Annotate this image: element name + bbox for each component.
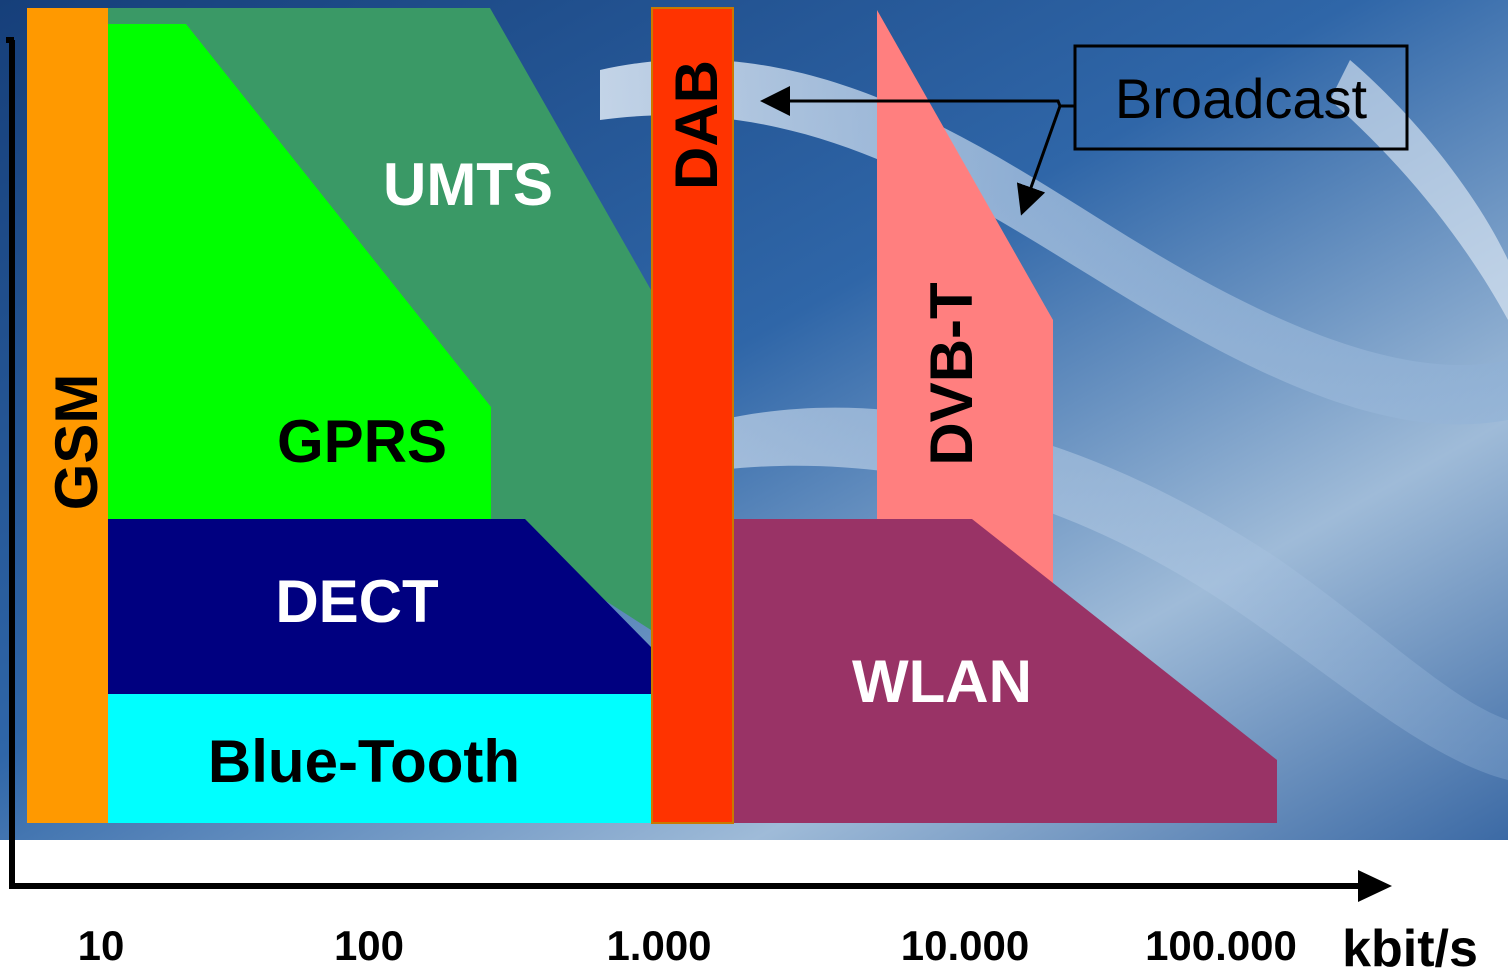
x-axis-unit: kbit/s xyxy=(1342,920,1478,978)
region-gprs xyxy=(108,24,491,519)
gsm-label: GSM xyxy=(43,374,110,511)
dab-label: DAB xyxy=(663,60,730,190)
region-wlan xyxy=(733,519,1277,823)
gprs-label: GPRS xyxy=(277,408,447,475)
broadcast-label: Broadcast xyxy=(1115,67,1368,130)
region-bluetooth xyxy=(92,694,651,823)
dvbt-label: DVB-T xyxy=(918,282,985,465)
x-tick-label: 10 xyxy=(78,922,125,969)
umts-label: UMTS xyxy=(383,151,553,218)
x-tick-label: 1.000 xyxy=(606,922,711,969)
wlan-label: WLAN xyxy=(852,648,1032,715)
x-tick-label: 100.000 xyxy=(1145,922,1297,969)
broadcast-callout: Broadcast xyxy=(760,44,1409,216)
broadcast-box xyxy=(1073,44,1409,151)
x-axis-ticks: 10 100 1.000 10.000 100.000 kbit/s xyxy=(78,920,1478,978)
region-gsm xyxy=(27,8,108,823)
bluetooth-label: Blue-Tooth xyxy=(208,728,520,795)
x-tick-label: 10.000 xyxy=(901,922,1029,969)
region-dvbt xyxy=(877,10,1053,600)
arrow-to-dvbt xyxy=(1016,104,1075,216)
axes xyxy=(6,37,1392,902)
x-tick-label: 100 xyxy=(334,922,404,969)
dect-label: DECT xyxy=(275,568,438,635)
technology-regions xyxy=(27,7,1277,824)
x-axis-arrowhead xyxy=(1358,870,1392,902)
region-dab xyxy=(651,7,734,824)
region-dect xyxy=(108,519,651,694)
